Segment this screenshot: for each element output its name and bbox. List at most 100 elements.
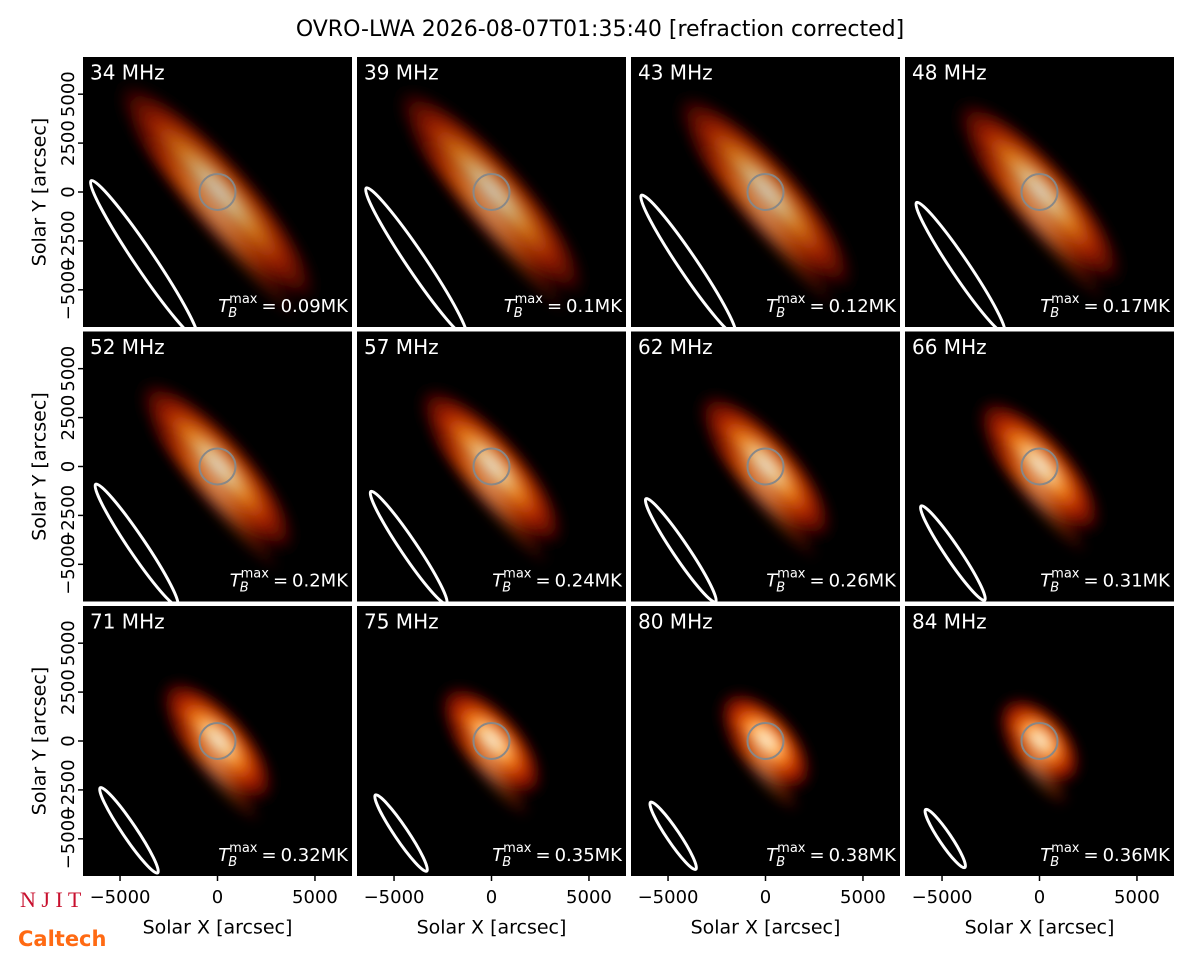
solar-disk: [472, 173, 511, 211]
x-tick-label: 0: [760, 887, 771, 908]
panel-label: 39 MHz: [364, 61, 439, 85]
panel-image: [88, 78, 322, 327]
beam: [368, 489, 449, 602]
y-tick-label: 5000: [58, 620, 79, 666]
beam: [93, 482, 180, 602]
emission-glow: [136, 377, 299, 556]
panel: 71 MHz TBmax = 0.32MK −5000 0 5000 Solar X [arc…: [29, 606, 352, 939]
x-tick-label: 0: [212, 887, 223, 908]
emission-tail: [984, 432, 1090, 558]
solar-disk: [198, 173, 237, 211]
emission-tail: [1003, 730, 1071, 809]
panel-image: [639, 90, 858, 327]
panel-label: 84 MHz: [912, 610, 987, 634]
peak-temperature: TBmax = 0.32MK: [218, 841, 349, 870]
y-tick-label: −5000: [58, 534, 79, 595]
y-tick-label: 0: [58, 186, 79, 197]
emission-glow: [695, 390, 836, 543]
panel: 39 MHz TBmax = 0.1MK: [357, 57, 626, 327]
panel: 34 MHz TBmax = 0.09MK −5000−2500 0 2500 5000 Sol…: [29, 57, 352, 327]
panel-label: 34 MHz: [90, 61, 165, 85]
x-axis-label: Solar X [arcsec]: [691, 917, 841, 939]
panel-image: [643, 390, 836, 602]
peak-temperature: TBmax = 0.12MK: [766, 292, 897, 321]
y-tick-label: 2500: [58, 395, 79, 441]
temp-value: 0.1MK: [566, 296, 623, 317]
emission-glow: [996, 695, 1083, 787]
y-tick-label: 0: [58, 735, 79, 746]
temp-sub: B: [1050, 855, 1059, 870]
y-tick-label: −2500: [58, 759, 79, 820]
panel-image: [914, 97, 1127, 327]
temp-sup: max: [503, 566, 532, 581]
peak-temperature: TBmax = 0.26MK: [766, 566, 897, 595]
temp-eq: =: [261, 845, 276, 866]
panel-label: 57 MHz: [364, 335, 439, 359]
temp-sub: B: [776, 306, 785, 321]
x-tick-label: −5000: [90, 887, 151, 908]
emission-glow: [416, 384, 567, 549]
panel: 52 MHz TBmax = 0.2MK −5000−2500 0 2500 5000 Sola…: [29, 331, 352, 602]
solar-disk: [746, 173, 785, 211]
emission-glow: [975, 396, 1104, 537]
temp-sup: max: [1051, 841, 1080, 856]
emission-tail: [426, 420, 552, 569]
temp-eq: =: [535, 571, 550, 592]
y-tick-label: −5000: [58, 808, 79, 869]
panel-image: [364, 84, 590, 327]
panel-image: [98, 677, 277, 875]
temp-value: 0.36MK: [1103, 845, 1172, 866]
peak-temperature: TBmax = 0.09MK: [218, 292, 349, 321]
logo-caltech: Caltech: [18, 927, 106, 951]
y-tick-label: 0: [58, 461, 79, 472]
temp-value: 0.24MK: [555, 571, 624, 592]
temp-eq: =: [261, 296, 276, 317]
x-tick-label: −5000: [364, 887, 425, 908]
x-tick-label: 0: [486, 887, 497, 908]
emission-tail: [147, 414, 283, 575]
temp-sub: B: [240, 580, 249, 595]
beam: [923, 807, 967, 870]
peak-temperature: TBmax = 0.2MK: [230, 566, 350, 595]
temp-sup: max: [777, 566, 806, 581]
temp-sub: B: [228, 855, 237, 870]
beam: [914, 200, 1007, 327]
x-axis-label: Solar X [arcsec]: [417, 917, 567, 939]
temp-symbol: T: [218, 296, 231, 317]
panel: 48 MHz TBmax = 0.17MK: [905, 57, 1174, 327]
panel: 84 MHz TBmax = 0.36MK −5000 0 5000 Solar X [arc…: [905, 606, 1174, 939]
x-tick-label: 5000: [292, 887, 338, 908]
solar-disk: [746, 447, 785, 486]
panel-label: 52 MHz: [90, 335, 165, 359]
emission-tail: [127, 116, 303, 325]
emission-tail: [724, 724, 802, 814]
temp-symbol: T: [492, 845, 505, 866]
panel-label: 75 MHz: [364, 610, 439, 634]
panel-image: [648, 689, 814, 871]
solar-disk: [472, 447, 511, 486]
temp-eq: =: [1083, 571, 1098, 592]
y-axis-label: Solar Y [arcsec]: [29, 392, 51, 540]
temp-sup: max: [1051, 566, 1080, 581]
temp-sup: max: [229, 292, 258, 307]
x-tick-label: 5000: [840, 887, 886, 908]
emission-glow: [717, 689, 814, 793]
panel-image: [368, 384, 567, 602]
temp-symbol: T: [766, 845, 779, 866]
panel-label: 43 MHz: [638, 61, 713, 85]
temp-sub: B: [502, 580, 511, 595]
temp-eq: =: [809, 571, 824, 592]
temp-eq: =: [535, 845, 550, 866]
solar-disk: [198, 722, 237, 760]
temp-value: 0.17MK: [1103, 296, 1172, 317]
x-axis-label: Solar X [arcsec]: [965, 917, 1115, 939]
panel-label: 66 MHz: [912, 335, 987, 359]
panel: 43 MHz TBmax = 0.12MK: [631, 57, 900, 327]
y-tick-label: −2500: [58, 210, 79, 271]
panel: 66 MHz TBmax = 0.31MK: [905, 331, 1174, 602]
emission-tail: [685, 128, 841, 313]
beam: [643, 497, 718, 602]
temp-sup: max: [503, 841, 532, 856]
temp-symbol: T: [218, 845, 231, 866]
temp-value: 0.35MK: [555, 845, 624, 866]
